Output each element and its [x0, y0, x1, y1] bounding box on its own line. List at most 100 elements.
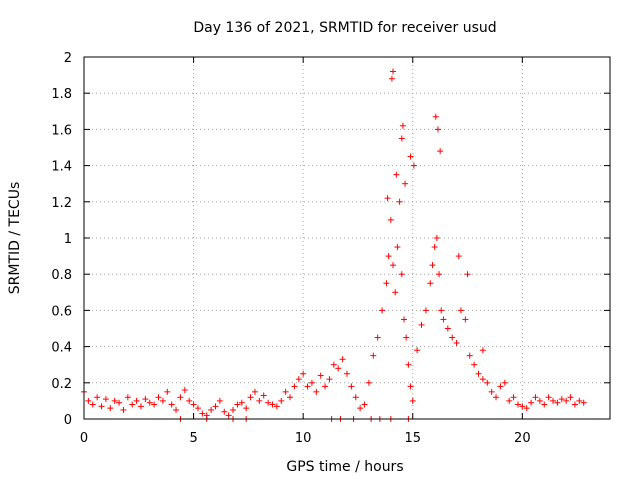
- data-point: [438, 307, 445, 314]
- chart-title: Day 136 of 2021, SRMTID for receiver usu…: [193, 20, 496, 36]
- y-axis-label: SRMTID / TECUs: [7, 182, 23, 295]
- data-point: [392, 289, 399, 296]
- y-tick-label: 0.6: [51, 304, 72, 319]
- data-point: [385, 253, 392, 260]
- data-point: [437, 148, 444, 155]
- data-point: [440, 316, 447, 323]
- data-point: [407, 153, 414, 160]
- data-point: [107, 405, 114, 412]
- data-point: [322, 383, 329, 390]
- data-point: [453, 339, 460, 346]
- data-point: [393, 171, 400, 178]
- data-point: [124, 394, 131, 401]
- data-point: [374, 334, 381, 341]
- data-point: [436, 271, 443, 278]
- data-point: [497, 383, 504, 390]
- data-point: [563, 397, 570, 404]
- data-point: [410, 162, 417, 169]
- data-point: [273, 403, 280, 410]
- data-point: [225, 412, 232, 419]
- data-point: [514, 401, 521, 408]
- data-point: [379, 307, 386, 314]
- x-tick-label: 0: [80, 431, 88, 446]
- data-point: [181, 387, 188, 394]
- data-point: [471, 361, 478, 368]
- data-point: [387, 216, 394, 223]
- y-tick-label: 0: [64, 413, 72, 428]
- data-point: [177, 394, 184, 401]
- data-point: [405, 361, 412, 368]
- data-point: [396, 198, 403, 205]
- data-point: [528, 399, 535, 406]
- y-tick-label: 1.4: [51, 160, 72, 175]
- data-point: [221, 408, 228, 415]
- data-point: [545, 394, 552, 401]
- data-point: [384, 195, 391, 202]
- data-point: [418, 321, 425, 328]
- data-point: [403, 334, 410, 341]
- y-tick-label: 0.4: [51, 341, 72, 356]
- data-point: [357, 405, 364, 412]
- data-point: [155, 394, 162, 401]
- data-point: [243, 405, 250, 412]
- data-point: [300, 370, 307, 377]
- data-point: [434, 126, 441, 133]
- data-point: [484, 379, 491, 386]
- data-point: [488, 388, 495, 395]
- data-point: [457, 307, 464, 314]
- data-point: [116, 399, 123, 406]
- data-point: [479, 376, 486, 383]
- data-point: [407, 383, 414, 390]
- data-point: [159, 397, 166, 404]
- grid-layer: [84, 57, 610, 419]
- data-point: [142, 396, 149, 403]
- data-point: [550, 397, 557, 404]
- data-point: [260, 392, 267, 399]
- data-point: [580, 399, 587, 406]
- y-tick-label: 1.8: [51, 87, 72, 102]
- data-point: [510, 394, 517, 401]
- data-point: [348, 383, 355, 390]
- data-point: [466, 352, 473, 359]
- data-point: [313, 388, 320, 395]
- data-point: [414, 347, 421, 354]
- data-point: [402, 180, 409, 187]
- data-point: [352, 394, 359, 401]
- data-point: [282, 388, 289, 395]
- data-point: [390, 262, 397, 269]
- data-point: [173, 406, 180, 413]
- data-point: [238, 399, 245, 406]
- data-point: [455, 253, 462, 260]
- x-tick-label: 20: [514, 431, 531, 446]
- data-point: [493, 394, 500, 401]
- data-point: [94, 394, 101, 401]
- y-tick-label: 1: [64, 232, 72, 247]
- data-point: [186, 397, 193, 404]
- data-point: [133, 397, 140, 404]
- data-point: [308, 379, 315, 386]
- x-axis-label: GPS time / hours: [286, 459, 403, 475]
- y-tick-label: 0.2: [51, 377, 72, 392]
- data-point: [304, 383, 311, 390]
- data-point: [558, 396, 565, 403]
- data-point: [194, 405, 201, 412]
- data-point: [409, 397, 416, 404]
- data-point: [394, 244, 401, 251]
- data-point: [462, 316, 469, 323]
- data-point: [390, 68, 397, 75]
- data-point: [287, 394, 294, 401]
- data-point: [212, 403, 219, 410]
- data-point: [432, 113, 439, 120]
- data-point: [398, 271, 405, 278]
- data-point: [256, 397, 263, 404]
- data-point: [330, 361, 337, 368]
- x-tick-label: 15: [404, 431, 421, 446]
- x-tick-label: 5: [189, 431, 197, 446]
- data-point: [208, 406, 215, 413]
- x-tick-label: 10: [295, 431, 312, 446]
- data-point: [422, 307, 429, 314]
- data-point: [295, 376, 302, 383]
- data-point: [339, 356, 346, 363]
